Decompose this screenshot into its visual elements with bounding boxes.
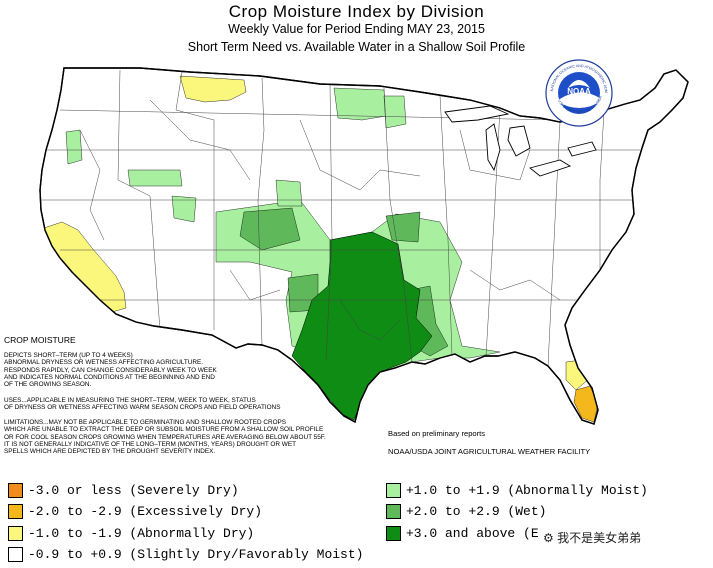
region-florida-excessively-dry xyxy=(573,385,599,423)
noaa-logo: NOAA NATIONAL OCEANIC AND ATMOSPHERIC AD… xyxy=(544,58,613,127)
legend-swatch xyxy=(386,482,401,498)
legend-swatch xyxy=(8,482,23,498)
region-colorado-wet xyxy=(239,207,301,251)
map-subtitle-2: Short Term Need vs. Available Water in a… xyxy=(187,40,526,54)
legend-swatch xyxy=(386,503,401,519)
legend-label: -2.0 to -2.9 (Excessively Dry) xyxy=(28,503,263,519)
legend-label: -0.9 to +0.9 (Slightly Dry/Favorably Moi… xyxy=(28,546,364,562)
region-washington-moist xyxy=(65,129,83,165)
legend-item-severely-dry: -3.0 or less (Severely Dry) xyxy=(8,481,239,499)
map-title: Crop Moisture Index by Division xyxy=(228,2,485,21)
notes-uses: USES...APPLICABLE IN MEASURING THE SHORT… xyxy=(4,397,281,412)
watermark-overlay: ⚙ 我不是美女弟弟 xyxy=(540,528,645,547)
notes-depicts: DEPICTS SHORT–TERM (UP TO 4 WEEKS) ABNOR… xyxy=(4,352,217,389)
legend-item-excessively-dry: -2.0 to -2.9 (Excessively Dry) xyxy=(8,502,262,520)
great-lakes xyxy=(444,105,597,177)
notes-limitations: LIMITATIONS...MAY NOT BE APPLICABLE TO G… xyxy=(4,419,326,456)
legend-label: +3.0 and above (E xyxy=(406,525,539,541)
region-idaho-moist xyxy=(127,169,183,187)
legend-label: +2.0 to +2.9 (Wet) xyxy=(406,503,547,519)
region-utah-moist xyxy=(171,195,197,223)
legend-label: -3.0 or less (Severely Dry) xyxy=(28,482,239,498)
legend-swatch xyxy=(8,503,23,519)
noaa-logo-text: NOAA xyxy=(567,87,591,96)
legend-item-abnormally-dry: -1.0 to -1.9 (Abnormally Dry) xyxy=(8,524,254,542)
region-iowa-wet xyxy=(385,211,421,243)
legend-item-wet: +2.0 to +2.9 (Wet) xyxy=(386,502,546,520)
legend-item-excessively-wet: +3.0 and above (E xyxy=(386,524,539,542)
legend-item-slightly-dry-favorably-moist: -0.9 to +0.9 (Slightly Dry/Favorably Moi… xyxy=(8,545,363,563)
preliminary-note: Based on preliminary reports xyxy=(388,429,486,438)
us-crop-moisture-map xyxy=(39,67,689,425)
map-subtitle: Weekly Value for Period Ending MAY 23, 2… xyxy=(228,22,485,36)
legend-item-abnormally-moist: +1.0 to +1.9 (Abnormally Moist) xyxy=(386,481,648,499)
region-minnesota-moist xyxy=(383,95,407,129)
region-montana-abnormally-dry xyxy=(179,75,247,103)
legend-swatch xyxy=(8,525,23,541)
legend-label: +1.0 to +1.9 (Abnormally Moist) xyxy=(406,482,648,498)
legend-swatch xyxy=(8,546,23,562)
region-north-dakota-moist xyxy=(333,87,387,121)
legend-swatch xyxy=(386,525,401,541)
facility-credit: NOAA/USDA JOINT AGRICULTURAL WEATHER FAC… xyxy=(388,447,591,456)
region-colorado-moist xyxy=(275,179,303,207)
notes-heading: CROP MOISTURE xyxy=(4,335,76,345)
legend-label: -1.0 to -1.9 (Abnormally Dry) xyxy=(28,525,255,541)
